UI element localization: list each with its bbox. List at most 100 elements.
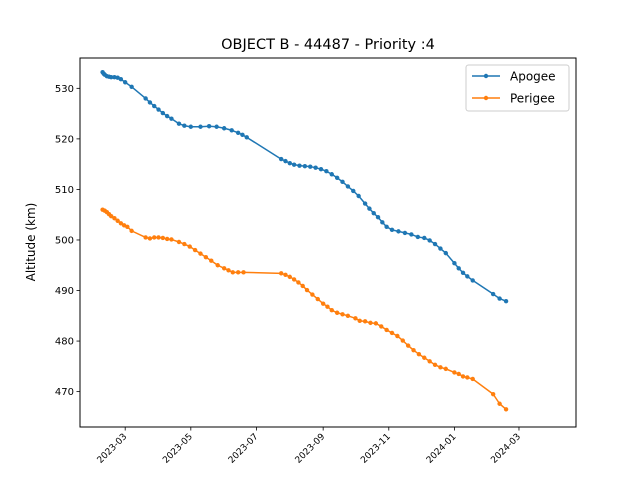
apogee-data-point — [182, 123, 187, 128]
perigee-data-point — [203, 254, 209, 260]
perigee-data-point — [368, 320, 373, 326]
perigee-data-point — [209, 258, 214, 263]
perigee-data-point — [296, 280, 301, 285]
apogee-data-point — [409, 232, 414, 237]
y-tick-label: 480 — [55, 337, 74, 348]
apogee-data-point — [169, 116, 174, 121]
apogee-data-point — [235, 130, 241, 136]
perigee-data-point — [279, 271, 284, 276]
y-tick-label: 470 — [55, 387, 74, 398]
apogee-data-point — [380, 220, 385, 225]
perigee-data-point — [221, 266, 227, 271]
apogee-data-point — [329, 172, 334, 177]
perigee-data-point — [395, 333, 400, 339]
apogee-data-point — [497, 296, 502, 301]
perigee-data-point — [187, 244, 192, 249]
perigee-data-point — [156, 235, 161, 240]
perigee-data-point — [226, 268, 231, 273]
apogee-data-point — [503, 298, 509, 304]
apogee-data-point — [396, 229, 401, 234]
apogee-data-point — [452, 261, 457, 266]
perigee-data-point — [109, 214, 114, 219]
perigee-data-point — [340, 312, 345, 317]
apogee-data-point — [318, 167, 324, 172]
perigee-data-point — [334, 310, 340, 315]
apogee-data-point — [297, 163, 302, 168]
apogee-data-point — [340, 179, 345, 185]
y-axis: 470 480 490 500 510 520 530 — [55, 84, 80, 398]
perigee-data-point — [192, 247, 198, 253]
perigee-data-point — [304, 287, 310, 293]
perigee-data-point — [422, 355, 427, 360]
apogee-data-point — [109, 75, 114, 80]
perigee-data-point — [345, 313, 351, 318]
series-layer — [100, 69, 509, 412]
apogee-data-point — [240, 132, 245, 138]
legend-perigee-marker — [483, 95, 489, 101]
apogee-data-point — [308, 164, 313, 169]
plot-border — [79, 57, 577, 428]
apogee-data-point — [206, 124, 212, 129]
perigee-data-point — [112, 216, 117, 221]
legend: Apogee Perigee — [465, 64, 570, 112]
perigee-data-point — [169, 237, 174, 242]
y-tick-label: 510 — [55, 185, 74, 196]
perigee-data-point — [160, 235, 166, 241]
perigee-data-point — [198, 251, 203, 256]
apogee-data-point — [470, 278, 475, 283]
perigee-data-point — [438, 365, 443, 370]
y-tick-label: 530 — [55, 84, 74, 95]
perigee-data-point — [411, 347, 416, 353]
perigee-data-point — [118, 221, 124, 226]
apogee-data-point — [221, 126, 227, 131]
perigee-data-point — [456, 371, 461, 377]
perigee-data-point — [357, 318, 362, 324]
apogee-data-point — [356, 193, 361, 199]
perigee-data-point — [230, 270, 235, 275]
perigee-data-point — [405, 343, 411, 348]
perigee-data-point — [291, 277, 297, 282]
perigee-data-point — [152, 235, 157, 240]
apogee-data-point — [443, 250, 449, 256]
apogee-data-point — [129, 84, 134, 90]
chart-title: OBJECT B - 44487 - Priority :4 — [221, 37, 435, 53]
apogee-data-point — [371, 210, 376, 216]
apogee-data-point — [229, 128, 234, 133]
apogee-data-point — [122, 80, 128, 85]
perigee-data-point — [353, 316, 358, 321]
perigee-data-point — [490, 391, 496, 397]
apogee-data-point — [384, 224, 389, 230]
perigee-data-point — [300, 283, 305, 289]
perigee-data-point — [470, 376, 475, 382]
apogee-data-point — [176, 121, 182, 126]
perigee-data-point — [497, 401, 502, 406]
perigee-data-point — [503, 407, 509, 412]
apogee-data-point — [118, 77, 124, 82]
perigee-data-point — [325, 304, 330, 309]
apogee-data-point — [147, 100, 153, 105]
legend-apogee-label: Apogee — [510, 70, 556, 84]
apogee-data-point — [351, 188, 356, 194]
apogee-data-point — [291, 162, 297, 167]
perigee-data-point — [125, 224, 130, 230]
apogee-data-point — [283, 158, 288, 164]
perigee-data-point — [465, 375, 470, 380]
apogee-data-point — [188, 124, 194, 129]
perigee-data-point — [452, 370, 457, 375]
perigee-data-point — [427, 359, 432, 364]
apogee-data-point — [415, 234, 421, 240]
apogee-data-point — [402, 230, 408, 236]
perigee-data-point — [176, 239, 182, 245]
perigee-data-point — [115, 218, 120, 223]
perigee-data-point — [310, 292, 315, 297]
perigee-data-point — [164, 236, 170, 242]
perigee-data-point — [379, 324, 384, 329]
perigee-data-point — [432, 362, 438, 368]
apogee-data-point — [164, 113, 170, 119]
apogee-data-point — [279, 156, 284, 162]
perigee-data-point — [416, 352, 422, 357]
apogee-data-point — [214, 124, 219, 129]
y-axis-label: Altitude (km) — [24, 203, 38, 282]
apogee-data-point — [362, 201, 368, 206]
apogee-data-point — [324, 169, 329, 174]
